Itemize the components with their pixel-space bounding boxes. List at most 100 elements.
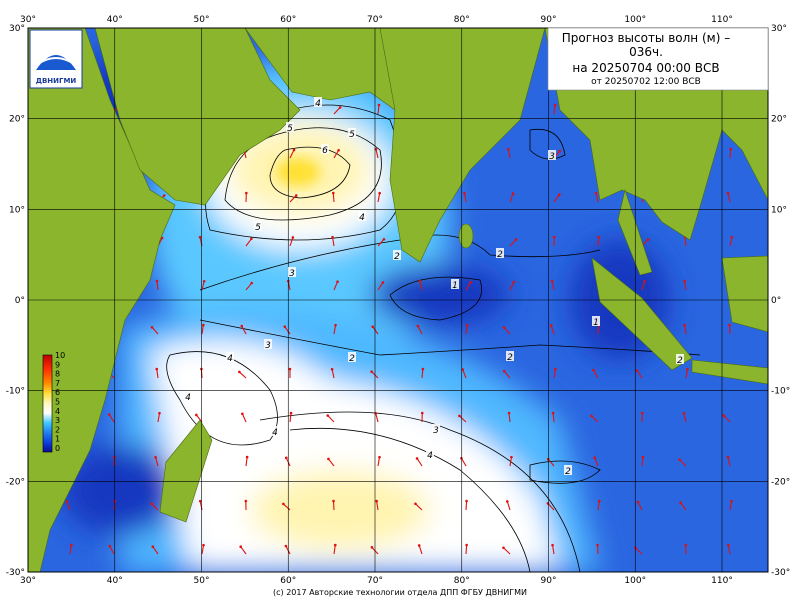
colorbar-label: 3 <box>55 416 60 425</box>
wave-arrow <box>641 281 646 291</box>
lat-label: -10° <box>771 387 790 397</box>
contour-label-bg <box>426 449 434 459</box>
wave-arrow-head <box>202 279 206 283</box>
wave-arrow-head <box>460 456 463 460</box>
map-frame <box>27 27 769 573</box>
wave-arrow-head <box>327 457 330 461</box>
wave-arrow-head <box>640 411 644 415</box>
lon-label: 80° <box>454 15 470 25</box>
lat-label: 10° <box>9 205 25 215</box>
wave-arrow-head <box>160 236 164 240</box>
lat-label: -20° <box>6 477 25 487</box>
wave-arrow-head <box>463 191 466 195</box>
wave-arrow <box>465 282 472 291</box>
footer: (c) 2017 Авторские технологии отдела ДПП… <box>273 588 527 597</box>
wave-arrow <box>727 545 731 555</box>
wave-arrow <box>156 369 159 379</box>
wave-arrow <box>684 281 687 291</box>
contour-label-bg <box>226 352 234 362</box>
wave-arrow-head <box>370 370 373 373</box>
colorbar-label: 6 <box>55 388 60 397</box>
wave-arrow-head <box>679 501 682 505</box>
contour-label: 2 <box>565 467 571 477</box>
wave-arrow-head <box>594 191 598 195</box>
contour-label-bg <box>264 339 272 349</box>
lon-label: 50° <box>194 576 210 586</box>
wave-arrow-head <box>546 502 550 505</box>
wave-arrow <box>201 325 204 335</box>
wave-arrow <box>327 415 335 423</box>
wave-arrow-head <box>332 191 335 195</box>
wave-arrow-head <box>245 191 248 195</box>
wave-arrow-head <box>378 191 381 195</box>
wave-arrow-head <box>728 323 731 327</box>
wave-arrow <box>328 458 335 467</box>
wave-arrow-head <box>336 280 339 284</box>
wave-arrow <box>685 369 689 379</box>
wave-arrow <box>597 501 600 511</box>
wave-arrow-head <box>505 500 509 503</box>
wave-arrow <box>240 546 247 555</box>
title-line: от 20250702 12:00 ВСВ <box>591 77 701 87</box>
wave-arrow-head <box>289 411 293 415</box>
wave-arrow <box>509 193 514 203</box>
wave-arrow-head <box>113 455 116 459</box>
wave-arrow-head <box>593 456 596 459</box>
colorbar-label: 9 <box>55 360 60 369</box>
contour-label: 4 <box>185 393 191 403</box>
wave-arrow-head <box>596 543 599 547</box>
lat-label: -30° <box>6 568 25 578</box>
contour-label-bg <box>314 97 322 107</box>
wave-arrow <box>547 503 555 511</box>
contour-label-bg <box>348 128 356 138</box>
wave-arrow-head <box>465 543 468 547</box>
wave-arrow-head <box>502 326 506 329</box>
wave-arrow-head <box>202 543 205 547</box>
wave-arrow <box>636 370 643 379</box>
wave-arrow <box>333 149 340 159</box>
wave-arrow <box>552 412 555 423</box>
logo-text: ДВНИГМИ <box>36 77 77 85</box>
wave-arrow-head <box>502 369 506 373</box>
contour-label: 2 <box>349 354 355 364</box>
wave-arrow-head <box>683 323 686 327</box>
wave-arrow-head <box>108 544 112 548</box>
wave-arrow-head <box>549 324 553 327</box>
wave-arrow <box>284 326 291 335</box>
contour-label: 4 <box>227 354 233 364</box>
wave-arrow <box>377 238 385 247</box>
wave-arrow <box>109 545 115 555</box>
wave-arrow <box>152 546 159 555</box>
wave-arrow <box>241 413 247 423</box>
wave-arrow <box>597 324 600 335</box>
contour-label: 3 <box>289 269 295 279</box>
wave-arrow <box>155 457 159 467</box>
wave-arrow <box>591 415 599 423</box>
wave-arrow-head <box>511 192 515 195</box>
title-box: Прогноз высоты волн (м) – 036ч. на 20250… <box>547 27 769 91</box>
wave-arrow-head <box>502 546 505 550</box>
wave-arrow <box>375 413 379 423</box>
lon-label: 40° <box>107 576 123 586</box>
lat-label: 20° <box>771 115 787 125</box>
wave-arrow-head <box>151 545 155 548</box>
contour-label: 5 <box>287 124 293 134</box>
contour-label: 2 <box>497 250 503 260</box>
wave-arrow-head <box>155 279 159 283</box>
wave-arrow-head <box>418 279 422 283</box>
wave-arrow <box>506 501 511 511</box>
wave-arrow <box>547 458 555 467</box>
wave-arrow-head <box>326 414 330 417</box>
contour-label: 4 <box>427 451 433 461</box>
wave-arrow <box>156 280 159 291</box>
wave-arrow <box>507 149 511 159</box>
wave-arrow-head <box>150 502 153 506</box>
colorbar-label: 10 <box>55 351 65 360</box>
wave-arrow-head <box>550 279 554 283</box>
lat-label: -20° <box>771 477 790 487</box>
wave-arrow-head <box>333 543 337 547</box>
wave-arrow-head <box>198 235 202 239</box>
lon-label: 100° <box>624 15 646 25</box>
wave-arrow <box>509 457 512 467</box>
wave-arrow-head <box>107 413 111 416</box>
